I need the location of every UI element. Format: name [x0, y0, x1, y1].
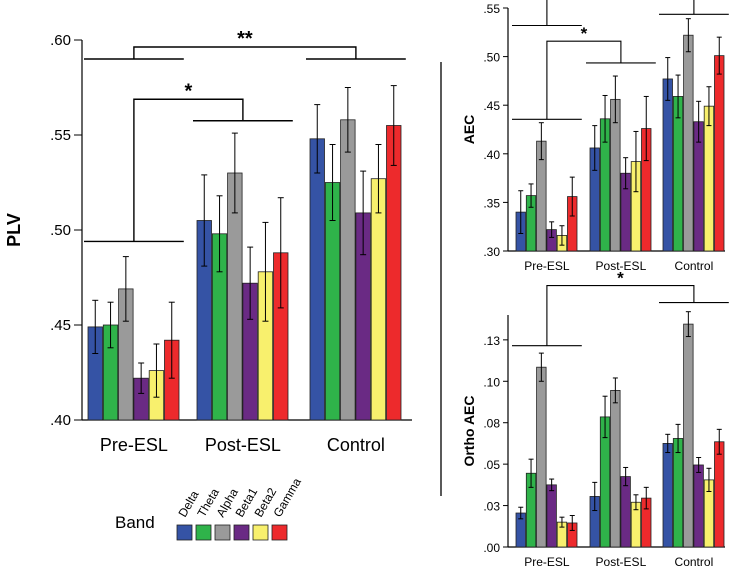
ortho_aec-bar-control-alpha [683, 323, 694, 548]
ortho_aec-significance-marker: * [617, 269, 624, 288]
legend-swatch-theta [195, 524, 212, 541]
ortho_aec-bar-control-gamma [714, 441, 725, 548]
plv-bar-control-alpha [340, 119, 356, 421]
ortho_aec-bar-pre-esl-beta1 [546, 484, 557, 548]
plv-category-label: Post-ESL [205, 435, 281, 455]
aec-ytick-label: .55 [483, 2, 500, 16]
legend-swatch-delta [176, 524, 193, 541]
aec-bar-control-theta [672, 96, 684, 252]
plv-ytick-label: .60 [50, 32, 71, 49]
ortho_aec-significance-bracket [546, 285, 695, 346]
plv-ytick-label: .55 [50, 127, 71, 144]
plv-y-axis-label: PLV [4, 213, 24, 247]
aec-significance-marker: * [581, 24, 588, 43]
legend-swatch-beta2 [252, 524, 269, 541]
legend-swatch-gamma [271, 524, 288, 541]
aec-ytick-label: .30 [483, 245, 500, 259]
legend-swatch-alpha [214, 524, 231, 541]
ortho_aec-bar-control-theta [672, 438, 684, 548]
plv-ytick-label: .50 [50, 222, 71, 239]
aec-ytick-label: .40 [483, 148, 500, 162]
plv-category-label: Control [327, 435, 385, 455]
aec-ytick-label: .35 [483, 196, 500, 210]
aec-bar-control-gamma [714, 55, 725, 252]
ortho_aec-ytick-label: .03 [483, 500, 500, 514]
ortho_aec-category-label: Pre-ESL [524, 555, 570, 569]
ortho-aec-chart: .00 .03 .05 .08 .10 .13 Ortho AEC Pre-ESL Post-E… [461, 269, 729, 569]
aec-chart: .30 .35 .40 .45 .50 .55 AEC Pre-ESL Post-ESL Cont… [461, 0, 729, 273]
ortho_aec-bar-control-beta1 [693, 464, 704, 548]
aec-ytick-label: .50 [483, 51, 500, 65]
aec-significance-marker: ** [614, 0, 628, 1]
ortho_aec-ytick-label: .00 [483, 541, 500, 555]
ortho_aec-ytick-label: .08 [483, 417, 500, 431]
plv-chart: .40 .45 .50 .55 .60 PLV Pre-ESL Post-ESL Control… [4, 28, 412, 455]
plv-bar-control-delta [309, 138, 325, 421]
ortho_aec-ytick-label: .05 [483, 458, 500, 472]
aec-category-label: Post-ESL [596, 259, 647, 273]
ortho_aec-bar-pre-esl-alpha [536, 366, 547, 548]
ortho_aec-ytick-label: .10 [483, 375, 500, 389]
plv-ytick-label: .40 [50, 412, 71, 429]
ortho_aec-category-label: Post-ESL [596, 555, 647, 569]
plv-bar-control-beta2 [370, 178, 387, 421]
ortho_aec-bar-post-esl-beta1 [620, 476, 631, 548]
plv-bar-control-gamma [386, 125, 402, 421]
ortho_aec-y-axis-label: Ortho AEC [461, 395, 477, 466]
ortho_aec-ytick-label: .13 [483, 334, 500, 348]
legend-title: Band [115, 513, 155, 532]
plv-category-label: Pre-ESL [100, 435, 168, 455]
aec-bar-control-alpha [683, 34, 694, 252]
aec-significance-bracket [546, 0, 695, 26]
legend-swatch-beta1 [233, 524, 250, 541]
ortho_aec-bar-control-delta [662, 443, 673, 548]
ortho_aec-bar-post-esl-alpha [610, 389, 621, 548]
aec-category-label: Pre-ESL [524, 259, 570, 273]
plv-significance-bracket [133, 98, 244, 242]
aec-ytick-label: .45 [483, 99, 500, 113]
plv-significance-bracket [133, 46, 357, 59]
plv-significance-marker: * [185, 80, 193, 102]
aec-category-label: Control [675, 259, 714, 273]
aec-y-axis-label: AEC [461, 115, 477, 145]
ortho_aec-category-label: Control [675, 555, 714, 569]
aec-bar-control-delta [662, 78, 673, 252]
aec-significance-bracket [546, 40, 622, 120]
plv-significance-marker: ** [237, 28, 253, 50]
aec-bar-control-beta2 [703, 105, 715, 252]
plv-ytick-label: .45 [50, 317, 71, 334]
